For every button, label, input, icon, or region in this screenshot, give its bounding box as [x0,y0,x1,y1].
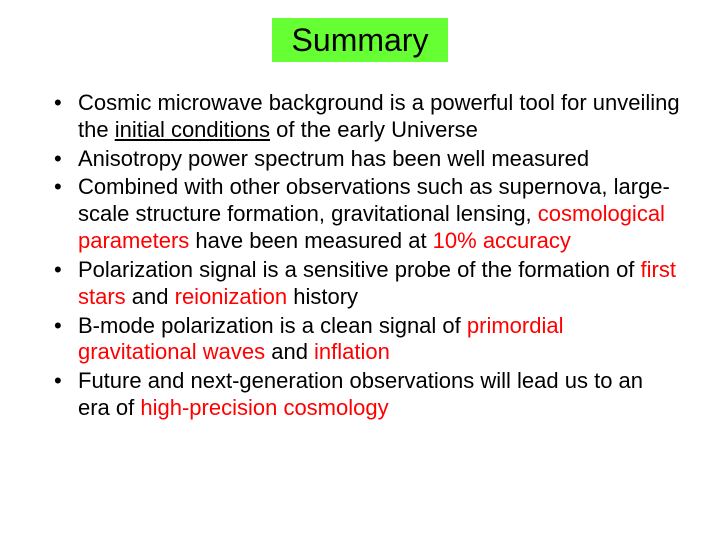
slide-title: Summary [272,18,449,62]
title-wrap: Summary [0,18,720,62]
bullet-item: Combined with other observations such as… [40,174,680,254]
bullet-item: Cosmic microwave background is a powerfu… [40,90,680,144]
bullet-segment: history [287,284,358,309]
bullet-segment: B-mode polarization is a clean signal of [78,313,467,338]
bullet-segment: and [265,339,314,364]
bullet-segment: Polarization signal is a sensitive probe… [78,257,641,282]
bullet-item: Polarization signal is a sensitive probe… [40,257,680,311]
bullet-segment: of the early Universe [270,117,478,142]
bullet-item: Future and next-generation observations … [40,368,680,422]
bullet-segment: have been measured at [189,228,432,253]
bullet-segment: and [126,284,175,309]
slide-container: Summary Cosmic microwave background is a… [0,0,720,540]
bullet-item: B-mode polarization is a clean signal of… [40,313,680,367]
bullet-segment: Anisotropy power spectrum has been well … [78,146,589,171]
bullet-segment: inflation [314,339,390,364]
bullet-segment: reionization [175,284,288,309]
bullet-segment: initial conditions [115,117,270,142]
bullet-item: Anisotropy power spectrum has been well … [40,146,680,173]
bullet-segment: high-precision cosmology [140,395,388,420]
bullet-list: Cosmic microwave background is a powerfu… [40,90,680,422]
bullet-list-container: Cosmic microwave background is a powerfu… [40,90,680,422]
bullet-segment: 10% accuracy [433,228,571,253]
